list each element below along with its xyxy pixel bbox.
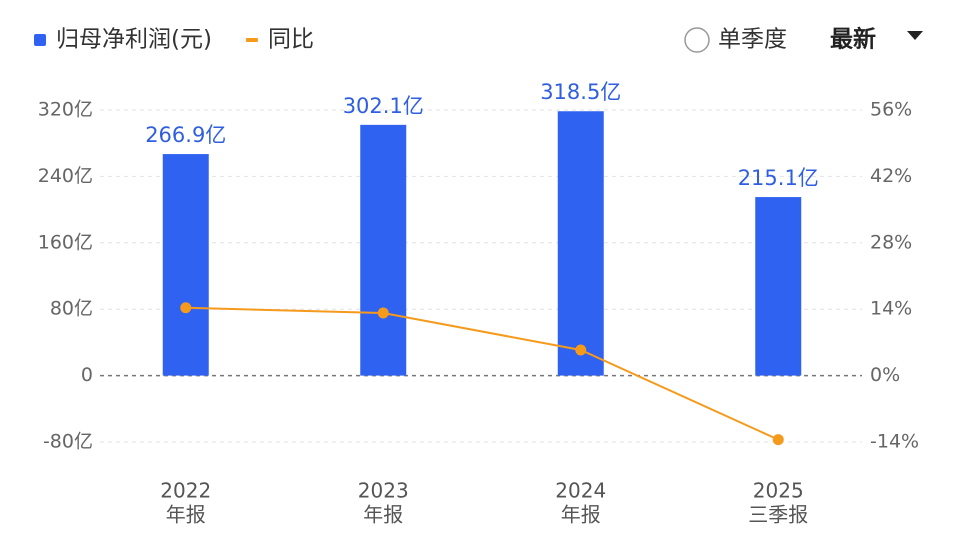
y2-tick-label: -14% — [870, 431, 919, 453]
y2-tick-label: 14% — [870, 298, 912, 320]
legend-label: 同比 — [268, 27, 314, 53]
line-marker — [180, 302, 192, 314]
value-label: 318.5亿 — [540, 80, 621, 104]
legend-swatch — [245, 38, 258, 42]
x-tick-label: 2023 — [358, 479, 409, 503]
x-tick-sublabel: 年报 — [166, 503, 206, 527]
y2-tick-label: 42% — [870, 165, 912, 187]
x-tick-label: 2025 — [753, 479, 804, 503]
y-tick-label: 320亿 — [38, 99, 93, 121]
legend-label: 归母净利润(元) — [56, 27, 212, 53]
bar — [755, 197, 802, 376]
x-tick-label: 2022 — [160, 479, 211, 503]
y2-tick-label: 28% — [870, 231, 912, 253]
bar — [162, 154, 209, 376]
y2-tick-label: 0% — [870, 364, 900, 386]
y2-tick-label: 56% — [870, 99, 912, 121]
radio-button[interactable] — [684, 27, 710, 53]
legend-swatch — [34, 34, 46, 46]
dropdown-label[interactable]: 最新 — [830, 26, 876, 53]
line-marker — [772, 434, 784, 446]
line-marker — [575, 344, 587, 356]
value-label: 302.1亿 — [343, 94, 424, 118]
x-tick-sublabel: 年报 — [363, 503, 403, 527]
y-tick-label: 0 — [81, 364, 93, 386]
bar — [360, 124, 407, 376]
dropdown-arrow[interactable] — [907, 31, 923, 40]
bar — [557, 111, 604, 376]
value-label: 215.1亿 — [738, 166, 819, 190]
value-label: 266.9亿 — [145, 123, 226, 147]
x-tick-sublabel: 年报 — [561, 503, 601, 527]
y-tick-label: -80亿 — [43, 431, 93, 453]
y-tick-label: 160亿 — [38, 231, 93, 253]
line — [185, 306, 779, 441]
x-tick-sublabel: 三季报 — [748, 503, 808, 527]
line-marker — [377, 307, 389, 319]
y-tick-label: 240亿 — [38, 165, 93, 187]
toggle-label[interactable]: 单季度 — [718, 27, 787, 53]
x-tick-label: 2024 — [555, 479, 606, 503]
y-tick-label: 80亿 — [50, 298, 93, 320]
